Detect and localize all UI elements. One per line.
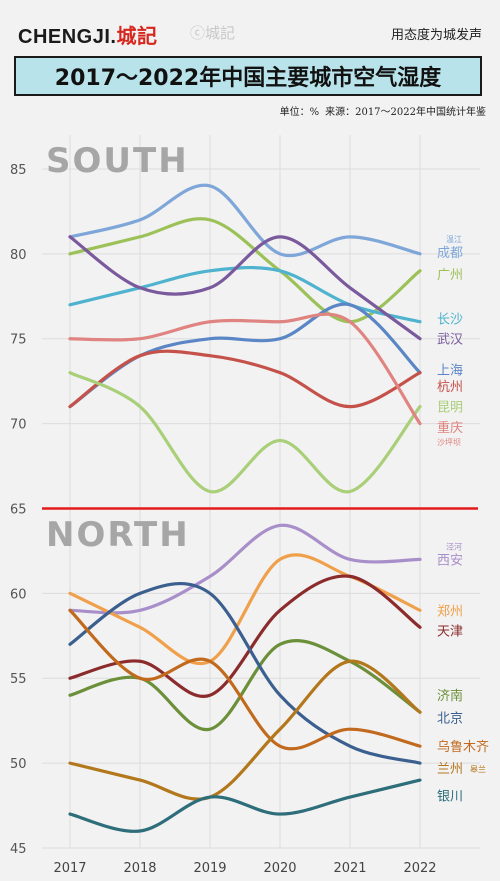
series-line [68, 183, 422, 258]
x-tick-label: 2017 [53, 861, 86, 876]
y-tick-label: 55 [10, 672, 27, 687]
x-tick-label: 2018 [123, 861, 156, 876]
series-line [68, 371, 422, 494]
x-tick-label: 2020 [263, 861, 296, 876]
series-label: 武汉 [437, 333, 463, 348]
y-tick-label: 65 [10, 502, 27, 517]
y-tick-label: 45 [10, 842, 27, 857]
series-label: 昆明 [437, 401, 463, 416]
y-tick-label: 50 [10, 757, 27, 772]
source-line: 单位：% 来源：2017～2022年中国统计年鉴 [280, 103, 486, 118]
series-label: 长沙 [437, 312, 463, 327]
series-line [68, 312, 422, 426]
series-line [68, 638, 422, 731]
series-line [68, 523, 422, 615]
slogan: 用态度为城发声 [390, 28, 482, 43]
series-label: 上海 [437, 363, 463, 378]
y-tick-label: 80 [10, 248, 27, 263]
series-line [68, 778, 422, 833]
series-label: 乌鲁木齐 [437, 739, 489, 755]
watermark: ⓒ城記 [190, 24, 236, 42]
series-label: 兰州 [437, 762, 463, 777]
source-label: 来源：2017～2022年中国统计年鉴 [325, 107, 486, 118]
series-label: 天津 [437, 625, 463, 640]
series-note: 温江 [446, 235, 462, 244]
brand-text-cn: 城記 [116, 26, 158, 48]
y-tick-label: 60 [10, 587, 27, 602]
series-label: 济南 [437, 688, 463, 704]
y-tick-label: 75 [10, 333, 27, 348]
unit-label: 单位：% [279, 107, 320, 118]
series-label: 重庆 [437, 420, 463, 436]
brand-logo: CHENGJI.城記 [18, 20, 157, 49]
x-tick-label: 2022 [403, 861, 436, 876]
series-label: 广州 [437, 268, 463, 283]
series-note: 皋兰 [470, 764, 486, 774]
x-tick-label: 2019 [193, 861, 226, 876]
title-box: 2017～2022年中国主要城市空气湿度 [14, 56, 482, 96]
brand-text: CHENGJI. [18, 26, 117, 48]
series-line [68, 574, 422, 698]
header: CHENGJI.城記 ⓒ城記 用态度为城发声 2017～2022年中国主要城市空… [0, 0, 500, 118]
series-line [68, 235, 422, 341]
series-label: 杭州 [437, 380, 463, 395]
series-line [68, 581, 422, 765]
series-line [68, 608, 422, 751]
y-tick-label: 85 [10, 163, 27, 178]
series-label: 郑州 [437, 604, 463, 619]
series-note: 泾河 [446, 541, 462, 551]
chart-title: 2017～2022年中国主要城市空气湿度 [54, 66, 442, 91]
series-note: 沙坪坝 [437, 438, 461, 447]
series-line [68, 217, 422, 324]
region-label-north: NORTH [46, 515, 190, 555]
series-line [68, 349, 422, 409]
y-tick-label: 70 [10, 418, 27, 433]
series-label: 北京 [437, 711, 463, 726]
series-label: 西安 [437, 553, 463, 568]
series-label: 成都 [437, 246, 463, 261]
series-line [68, 659, 422, 801]
watermark-text: 城記 [205, 24, 236, 42]
x-tick-label: 2021 [333, 861, 366, 876]
region-label-south: SOUTH [46, 141, 189, 181]
series-label: 银川 [437, 789, 463, 804]
series-line [68, 553, 422, 665]
